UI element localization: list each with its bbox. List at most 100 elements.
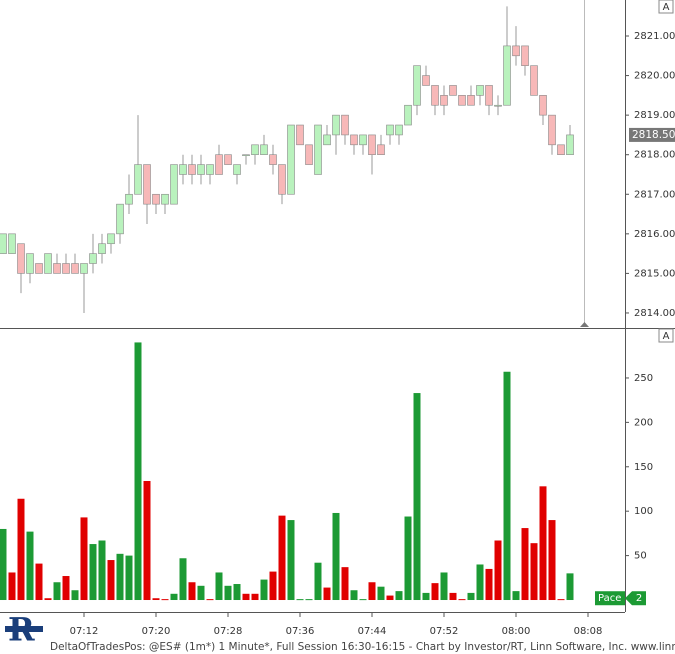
candle-body	[332, 114, 340, 136]
candle-body	[71, 263, 79, 274]
candle-body	[26, 253, 34, 274]
candle-body	[44, 253, 52, 274]
candle-body	[296, 124, 304, 146]
delta-bar	[26, 531, 34, 601]
delta-bar	[287, 520, 295, 601]
candle-body	[242, 154, 250, 157]
x-tick-label: 07:52	[430, 626, 459, 637]
candle-body	[323, 134, 331, 146]
axis-button-label[interactable]: A	[663, 331, 670, 342]
y-tick-label: 100	[634, 506, 653, 517]
delta-bar	[494, 540, 502, 601]
candle-body	[440, 95, 448, 106]
candle-body	[107, 233, 115, 245]
candle-body	[485, 85, 493, 106]
candle-body	[17, 243, 25, 274]
delta-bar	[422, 592, 430, 601]
delta-bar	[386, 595, 394, 601]
candle-body	[62, 263, 70, 274]
candle-body	[215, 154, 223, 175]
delta-bar	[161, 599, 169, 601]
x-tick-label: 07:20	[142, 626, 171, 637]
candle-body	[512, 45, 520, 57]
delta-bar	[44, 598, 52, 601]
delta-bar	[260, 579, 268, 601]
y-tick-label: 150	[634, 462, 653, 473]
candle-body	[287, 124, 295, 195]
delta-bar	[476, 564, 484, 601]
candle-body	[224, 154, 232, 165]
axis-button[interactable]	[658, 328, 674, 343]
delta-bar	[98, 540, 106, 601]
x-tick-label: 07:28	[214, 626, 243, 637]
delta-bar	[251, 593, 259, 601]
delta-bar	[197, 585, 205, 601]
candle-body	[494, 104, 502, 107]
y-tick-label: 50	[634, 551, 647, 562]
delta-bar	[170, 593, 178, 601]
x-tick-label: 08:00	[502, 626, 531, 637]
candle-body	[503, 45, 511, 106]
delta-bar	[521, 528, 529, 601]
delta-bar	[503, 371, 511, 601]
pace-box	[595, 591, 625, 606]
delta-bar	[269, 571, 277, 601]
delta-bar	[17, 498, 25, 601]
candle-body	[368, 134, 376, 156]
delta-bar	[404, 516, 412, 601]
x-tick-label: 07:44	[358, 626, 387, 637]
delta-bar	[125, 555, 133, 601]
candle-body	[125, 193, 133, 205]
delta-bar	[80, 517, 88, 601]
candle-body	[530, 65, 538, 96]
axis-button[interactable]	[658, 0, 674, 14]
delta-bar	[215, 572, 223, 601]
delta-bar	[413, 393, 421, 601]
candle-body	[170, 164, 178, 205]
delta-bar	[350, 590, 358, 601]
delta-bar	[530, 543, 538, 601]
candle-body	[449, 85, 457, 96]
delta-bar	[458, 599, 466, 601]
candle-body	[467, 95, 475, 106]
candle-body	[431, 85, 439, 106]
delta-bar	[53, 582, 61, 601]
delta-bar	[431, 583, 439, 601]
candle-body	[305, 144, 313, 165]
delta-bar	[116, 553, 124, 601]
y-tick-label: 2817.00	[634, 189, 675, 200]
candle-body	[278, 164, 286, 195]
y-tick-label: 2820.00	[634, 71, 675, 82]
delta-bar	[296, 599, 304, 601]
delta-bar	[188, 582, 196, 601]
cursor-marker	[580, 322, 589, 327]
candle-body	[314, 124, 322, 175]
delta-bar	[512, 591, 520, 601]
delta-bar	[548, 520, 556, 601]
x-tick-label: 07:36	[286, 626, 315, 637]
delta-bar	[224, 585, 232, 601]
candle-body	[8, 233, 16, 254]
y-tick-label: 2814.00	[634, 308, 675, 319]
y-tick-label: 2818.00	[634, 150, 675, 161]
axis-button-label[interactable]: A	[663, 2, 670, 13]
delta-bar	[242, 593, 250, 601]
delta-bar	[134, 342, 142, 601]
y-tick-label: 2819.00	[634, 110, 675, 121]
candle-body	[206, 164, 214, 175]
delta-bar	[539, 486, 547, 601]
x-tick-label: 07:12	[70, 626, 99, 637]
delta-bar	[107, 560, 115, 601]
x-tick-label: 08:08	[574, 626, 603, 637]
candle-body	[548, 114, 556, 146]
candle-body	[0, 233, 7, 254]
logo-band	[5, 626, 43, 632]
y-tick-label: 250	[634, 373, 653, 384]
delta-bar	[314, 562, 322, 601]
y-tick-label: 200	[634, 417, 653, 428]
delta-bar	[71, 590, 79, 601]
candle-body	[35, 263, 43, 274]
delta-bar	[0, 528, 7, 601]
candle-body	[359, 134, 367, 146]
delta-bar	[305, 599, 313, 601]
